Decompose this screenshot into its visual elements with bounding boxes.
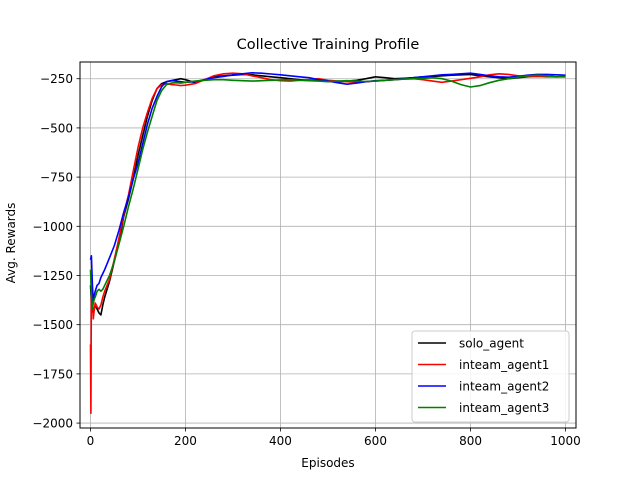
x-axis-ticks: 0 200 400 600 800 1000: [87, 428, 581, 448]
legend-label: inteam_agent1: [459, 358, 549, 372]
x-tick-label: 1000: [550, 434, 581, 448]
legend-box: [411, 330, 570, 423]
y-tick-label: −500: [40, 121, 73, 135]
series-line-inteam-agent2: [89, 72, 566, 302]
legend-label: inteam_agent3: [459, 401, 549, 415]
x-tick-label: 200: [174, 434, 197, 448]
y-axis-label: Avg. Rewards: [4, 203, 18, 284]
series-line-solo-agent: [89, 73, 566, 316]
series-layer: [89, 72, 566, 415]
y-tick-label: −2000: [32, 417, 73, 431]
x-tick-label: 600: [364, 434, 387, 448]
y-tick-label: −1750: [32, 367, 73, 381]
plot-frame: [79, 61, 577, 429]
y-axis-ticks: −250 −500 −750 −1000 −1250 −1500 −1750 −2000: [32, 72, 80, 431]
series-line-inteam-agent3: [89, 74, 566, 310]
x-tick-label: 400: [269, 434, 292, 448]
y-tick-label: −750: [40, 171, 73, 185]
x-tick-label: 0: [87, 434, 95, 448]
legend-label: inteam_agent2: [459, 380, 549, 394]
x-axis-label: Episodes: [301, 456, 354, 470]
legend-label: solo_agent: [459, 337, 524, 351]
chart-title: Collective Training Profile: [237, 37, 420, 53]
legend: solo_agent inteam_agent1 inteam_agent2inte…: [411, 330, 570, 423]
x-tick-label: 800: [459, 434, 482, 448]
y-tick-label: −1500: [32, 318, 73, 332]
y-tick-label: −1250: [32, 269, 73, 283]
y-tick-label: −1000: [32, 220, 73, 234]
y-tick-label: −250: [40, 72, 73, 86]
